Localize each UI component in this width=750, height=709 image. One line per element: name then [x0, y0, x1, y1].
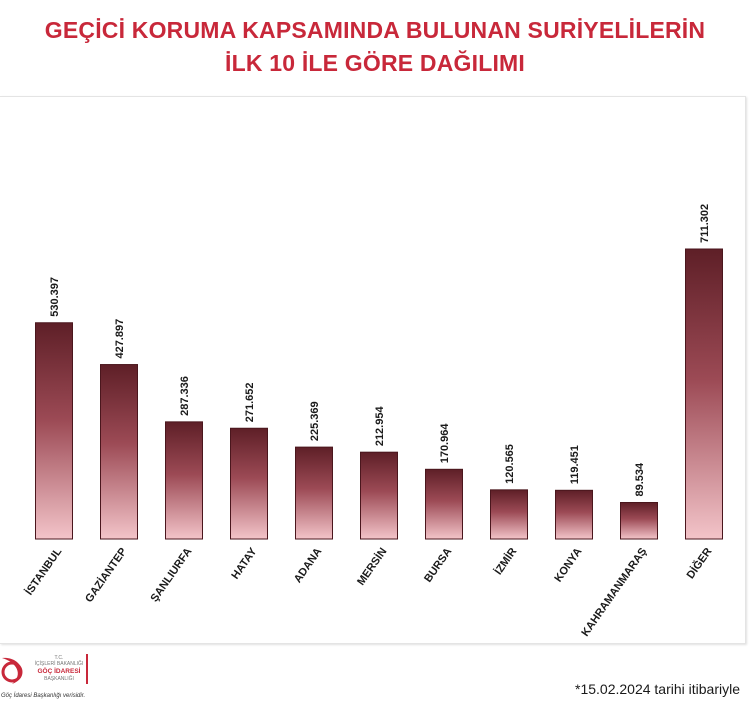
chart-title-line-1: GEÇİCİ KORUMA KAPSAMINDA BULUNAN SURİYEL… — [44, 17, 706, 43]
bar-9 — [620, 501, 658, 540]
category-label-6: BURSA — [422, 546, 454, 585]
value-labels-group: 530.397 427.897 287.336 271.652 225.369 212.9… — [49, 204, 711, 497]
category-label-9: KAHRAMANMARAŞ — [579, 546, 649, 639]
chart-title: GEÇİCİ KORUMA KAPSAMINDA BULUNAN SURİYEL… — [0, 14, 750, 80]
logo-text-3: GÖÇ İDARESİ — [38, 666, 81, 675]
bar-5 — [360, 451, 398, 540]
value-label-8: 119.451 — [569, 445, 581, 484]
value-label-9: 89.534 — [634, 462, 646, 497]
chart-title-line-2: İLK 10 İLE GÖRE DAĞILIMI — [225, 50, 525, 76]
bar-6 — [425, 468, 463, 540]
logo-text-2: İÇİŞLERİ BAKANLIĞI — [35, 660, 84, 667]
bar-0 — [35, 322, 73, 540]
goc-idaresi-logo: T.C. İÇİŞLERİ BAKANLIĞI GÖÇ İDARESİ BAŞK… — [1, 654, 88, 699]
bar-chart: 530.397 427.897 287.336 271.652 225.369 212.9… — [22, 204, 723, 639]
category-labels-group: İSTANBUL GAZİANTEP ŞANLIURFA HATAY ADANA MERS… — [22, 545, 714, 639]
value-label-6: 170.964 — [439, 423, 451, 464]
value-label-7: 120.565 — [504, 444, 516, 484]
value-label-1: 427.897 — [114, 319, 126, 359]
bars-group — [35, 248, 723, 540]
value-label-4: 225.369 — [309, 401, 321, 441]
category-label-0: İSTANBUL — [22, 545, 64, 598]
logo-text-4: BAŞKANLIĞI — [44, 675, 74, 682]
bar-10 — [685, 248, 723, 540]
date-footnote: *15.02.2024 tarihi itibariyle — [575, 681, 740, 697]
bar-3 — [230, 427, 268, 540]
category-label-7: İZMİR — [492, 545, 520, 577]
bar-4 — [295, 446, 333, 540]
bar-2 — [165, 421, 203, 540]
bar-7 — [490, 489, 528, 540]
category-label-1: GAZİANTEP — [82, 545, 129, 605]
source-note: Göç İdaresi Başkanlığı verisidir. — [1, 692, 85, 699]
category-label-10: DİĞER — [684, 545, 715, 581]
bar-8 — [555, 489, 593, 540]
value-label-10: 711.302 — [699, 204, 711, 243]
value-label-5: 212.954 — [374, 406, 386, 447]
chart-panel: 530.397 427.897 287.336 271.652 225.369 212.9… — [0, 96, 746, 644]
value-label-0: 530.397 — [49, 277, 61, 317]
category-label-4: ADANA — [292, 546, 325, 585]
logo-circle-icon — [1, 661, 23, 683]
category-label-5: MERSİN — [354, 545, 389, 588]
category-label-3: HATAY — [229, 545, 259, 581]
value-label-3: 271.652 — [244, 382, 256, 422]
category-label-8: KONYA — [552, 546, 584, 585]
logo-text-1: T.C. — [55, 655, 64, 661]
bar-1 — [100, 364, 138, 540]
value-label-2: 287.336 — [179, 376, 191, 416]
category-label-2: ŞANLIURFA — [149, 546, 195, 604]
